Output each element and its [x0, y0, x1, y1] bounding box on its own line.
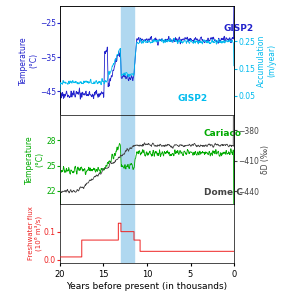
X-axis label: Years before present (in thousands): Years before present (in thousands): [66, 282, 228, 291]
Text: GISP2: GISP2: [178, 94, 208, 104]
Bar: [121, 204, 134, 263]
Y-axis label: δD (‰): δD (‰): [261, 145, 270, 174]
Y-axis label: Temperature
(°C): Temperature (°C): [19, 36, 38, 85]
Bar: [121, 6, 134, 115]
Y-axis label: Freshwater flux
(10⁶ m³/s): Freshwater flux (10⁶ m³/s): [28, 206, 42, 260]
Text: Cariaco: Cariaco: [204, 129, 242, 138]
Bar: [121, 115, 134, 204]
Y-axis label: Accumulation
(m/year): Accumulation (m/year): [256, 34, 276, 87]
Text: Dome C: Dome C: [204, 188, 242, 197]
Y-axis label: Temperature
(°C): Temperature (°C): [26, 135, 45, 183]
Text: GISP2: GISP2: [224, 24, 254, 33]
